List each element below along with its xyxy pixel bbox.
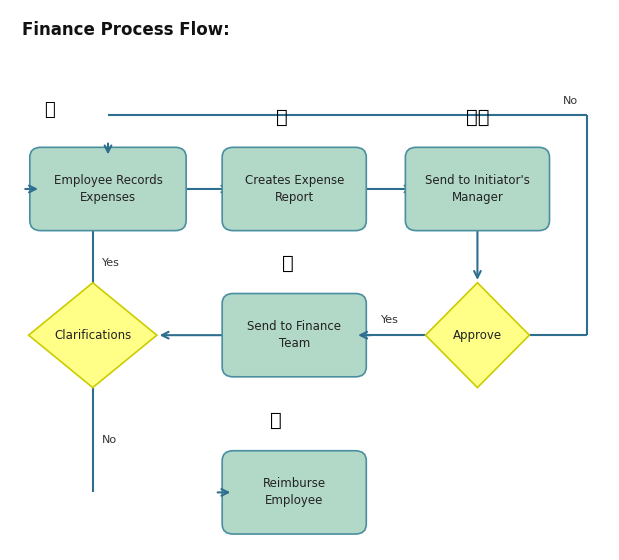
Text: 🧾: 🧾 <box>270 412 282 430</box>
FancyBboxPatch shape <box>222 147 366 231</box>
Text: Approve: Approve <box>453 329 502 342</box>
Text: 🗒: 🗒 <box>44 101 54 119</box>
Text: Creates Expense
Report: Creates Expense Report <box>245 174 344 204</box>
Text: Send to Initiator's
Manager: Send to Initiator's Manager <box>425 174 530 204</box>
FancyBboxPatch shape <box>30 147 186 231</box>
Text: 🏢: 🏢 <box>282 254 294 273</box>
Text: No: No <box>102 435 117 445</box>
FancyBboxPatch shape <box>222 451 366 534</box>
Text: Yes: Yes <box>381 315 399 325</box>
FancyBboxPatch shape <box>405 147 550 231</box>
Text: Send to Finance
Team: Send to Finance Team <box>247 320 341 350</box>
Text: Reimburse
Employee: Reimburse Employee <box>262 477 326 507</box>
Text: Clarifications: Clarifications <box>54 329 131 342</box>
FancyBboxPatch shape <box>222 293 366 377</box>
Text: Employee Records
Expenses: Employee Records Expenses <box>53 174 162 204</box>
Text: 🧑‍💼: 🧑‍💼 <box>465 108 489 127</box>
Polygon shape <box>425 283 529 388</box>
Text: Yes: Yes <box>102 259 119 268</box>
Polygon shape <box>28 283 157 388</box>
Text: Finance Process Flow:: Finance Process Flow: <box>22 21 230 39</box>
Text: No: No <box>563 96 578 106</box>
Text: 📂: 📂 <box>276 108 288 127</box>
